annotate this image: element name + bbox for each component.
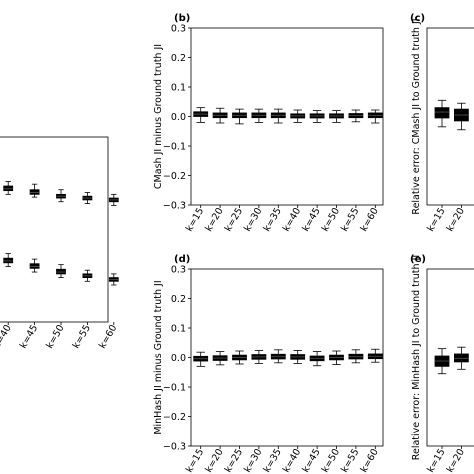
- ylabel-4: Relative error: MinHash JI to Ground tru…: [411, 255, 422, 460]
- xtick-label-0-3: k=55: [71, 323, 93, 351]
- ytick-label-3-5: −0.2: [163, 412, 186, 423]
- panel-4: (e)Relative error: MinHash JI to Ground …: [410, 254, 474, 474]
- panel-2: (c)Relative error: CMash JI to Ground tr…: [410, 13, 474, 234]
- xtick-label-0-1: k=45: [18, 323, 40, 351]
- xtick-label-0-2: k=50: [44, 323, 66, 351]
- ytick-label-1-6: −0.3: [163, 200, 186, 211]
- xtick-label-1-8: k=55: [339, 206, 361, 234]
- xtick-label-2-0: k=15: [425, 206, 447, 234]
- panel-label-4: (e): [410, 254, 426, 265]
- box-2-0: [434, 107, 450, 119]
- ytick-label-1-2: 0.1: [171, 82, 186, 93]
- ytick-label-3-3: 0.0: [171, 353, 186, 364]
- ytick-label-3-6: −0.3: [163, 441, 186, 452]
- ylabel-1: CMash JI minus Ground truth JI: [153, 44, 164, 189]
- panel-label-2: (c): [410, 13, 425, 24]
- panel-label-3: (d): [174, 254, 190, 265]
- xtick-label-0-4: k=60: [97, 323, 119, 351]
- ytick-label-1-1: 0.2: [171, 53, 186, 64]
- panel-0: k=40 k=45 k=50 k=55 k=60: [0, 136, 119, 351]
- xtick-label-1-6: k=45: [300, 206, 322, 234]
- xtick-label-4-1: k=20: [445, 447, 467, 474]
- panel-3: (d)0.3 0.2 0.1 0.0 −0.1 −0.2 −0.3 MinHash JI mi…: [153, 254, 384, 474]
- xtick-label-1-0: k=15: [184, 206, 206, 234]
- xtick-label-2-1: k=20: [445, 206, 467, 234]
- xtick-label-1-1: k=20: [203, 206, 225, 234]
- xtick-label-1-9: k=60: [359, 206, 381, 234]
- xtick-label-0-0: k=40: [0, 323, 14, 351]
- ylabel-3: MinHash JI minus Ground truth JI: [153, 280, 164, 434]
- panel-1: (b)0.3 0.2 0.1 0.0 −0.1 −0.2 −0.3 CMash JI minu…: [153, 13, 384, 234]
- panel-label-1: (b): [174, 13, 190, 24]
- xtick-label-1-3: k=30: [242, 206, 264, 234]
- axes-frame-0: [0, 136, 109, 323]
- ytick-label-3-0: 0.3: [171, 264, 186, 275]
- ytick-label-1-5: −0.2: [163, 171, 186, 182]
- ytick-label-1-4: −0.1: [163, 141, 186, 152]
- xtick-label-1-4: k=35: [262, 206, 284, 234]
- ytick-label-3-1: 0.2: [171, 294, 186, 305]
- ytick-label-3-4: −0.1: [163, 382, 186, 393]
- ytick-label-1-0: 0.3: [171, 23, 186, 34]
- xtick-label-1-7: k=50: [320, 206, 342, 234]
- xtick-label-1-2: k=25: [223, 206, 245, 234]
- ytick-label-3-2: 0.1: [171, 323, 186, 334]
- ytick-label-1-3: 0.0: [171, 112, 186, 123]
- xtick-label-1-5: k=40: [281, 206, 303, 234]
- xtick-label-3-9: k=60: [359, 447, 381, 474]
- ylabel-2: Relative error: CMash JI to Ground truth…: [411, 18, 422, 214]
